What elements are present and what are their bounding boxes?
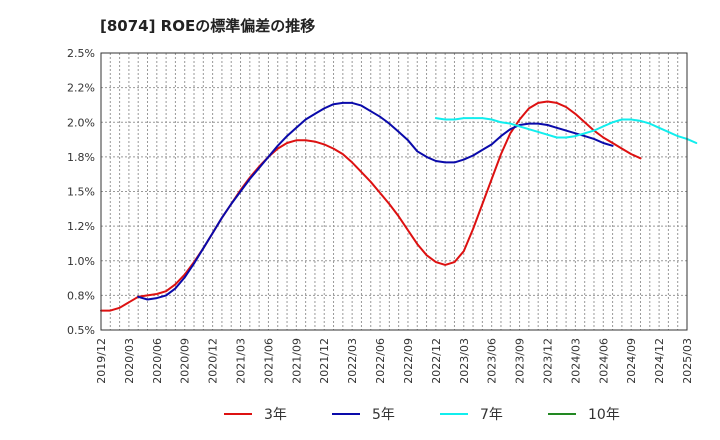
y-axis-ticks: 0.5% 0.8% 1.0% 1.2% 1.5% 1.8% 2.0% 2.2% 2.5% (67, 47, 95, 337)
x-tick-label: 2021/09 (290, 338, 303, 384)
grid (100, 52, 688, 331)
chart-title: [8074] ROEの標準偏差の推移 (100, 17, 315, 35)
plot-frame (100, 52, 688, 331)
x-tick-label: 2020/06 (151, 338, 164, 384)
series-line-3年 (100, 100, 642, 312)
y-tick-label: 0.8% (67, 289, 95, 302)
y-tick-label: 2.2% (67, 82, 95, 95)
x-tick-label: 2021/03 (235, 338, 248, 384)
x-tick-label: 2022/12 (430, 338, 443, 384)
x-tick-label: 2022/06 (374, 338, 387, 384)
x-tick-label: 2024/06 (597, 338, 610, 384)
series-line-5年 (137, 101, 614, 301)
legend-label: 3年 (264, 407, 287, 423)
y-tick-label: 1.2% (67, 220, 95, 233)
x-tick-label: 2021/12 (318, 338, 331, 384)
legend-label: 7年 (480, 407, 503, 423)
x-tick-label: 2020/03 (123, 338, 136, 384)
x-tick-label: 2024/09 (625, 338, 638, 384)
series-lines (100, 100, 698, 312)
y-tick-label: 2.5% (67, 47, 95, 60)
x-axis-ticks: 2019/12 2020/03 2020/06 2020/09 2020/12 2021/… (95, 338, 694, 384)
x-tick-label: 2024/03 (569, 338, 582, 384)
x-tick-label: 2022/03 (346, 338, 359, 384)
x-tick-label: 2023/09 (514, 338, 527, 384)
series-line-7年 (434, 117, 698, 144)
legend: 3年 5年 7年 10年 (224, 407, 620, 423)
x-tick-label: 2020/09 (179, 338, 192, 384)
x-tick-label: 2023/06 (486, 338, 499, 384)
y-tick-label: 2.0% (67, 116, 95, 129)
x-tick-label: 2023/03 (458, 338, 471, 384)
y-tick-label: 1.8% (67, 151, 95, 164)
x-tick-label: 2020/12 (207, 338, 220, 384)
legend-label: 5年 (372, 407, 395, 423)
legend-label: 10年 (588, 407, 620, 423)
y-tick-label: 0.5% (67, 324, 95, 337)
x-tick-label: 2022/09 (402, 338, 415, 384)
x-tick-label: 2023/12 (541, 338, 554, 384)
x-tick-label: 2024/12 (653, 338, 666, 384)
x-tick-label: 2025/03 (681, 338, 694, 384)
y-tick-label: 1.0% (67, 255, 95, 268)
x-tick-label: 2019/12 (95, 338, 108, 384)
y-tick-label: 1.5% (67, 186, 95, 199)
x-tick-label: 2021/06 (262, 338, 275, 384)
